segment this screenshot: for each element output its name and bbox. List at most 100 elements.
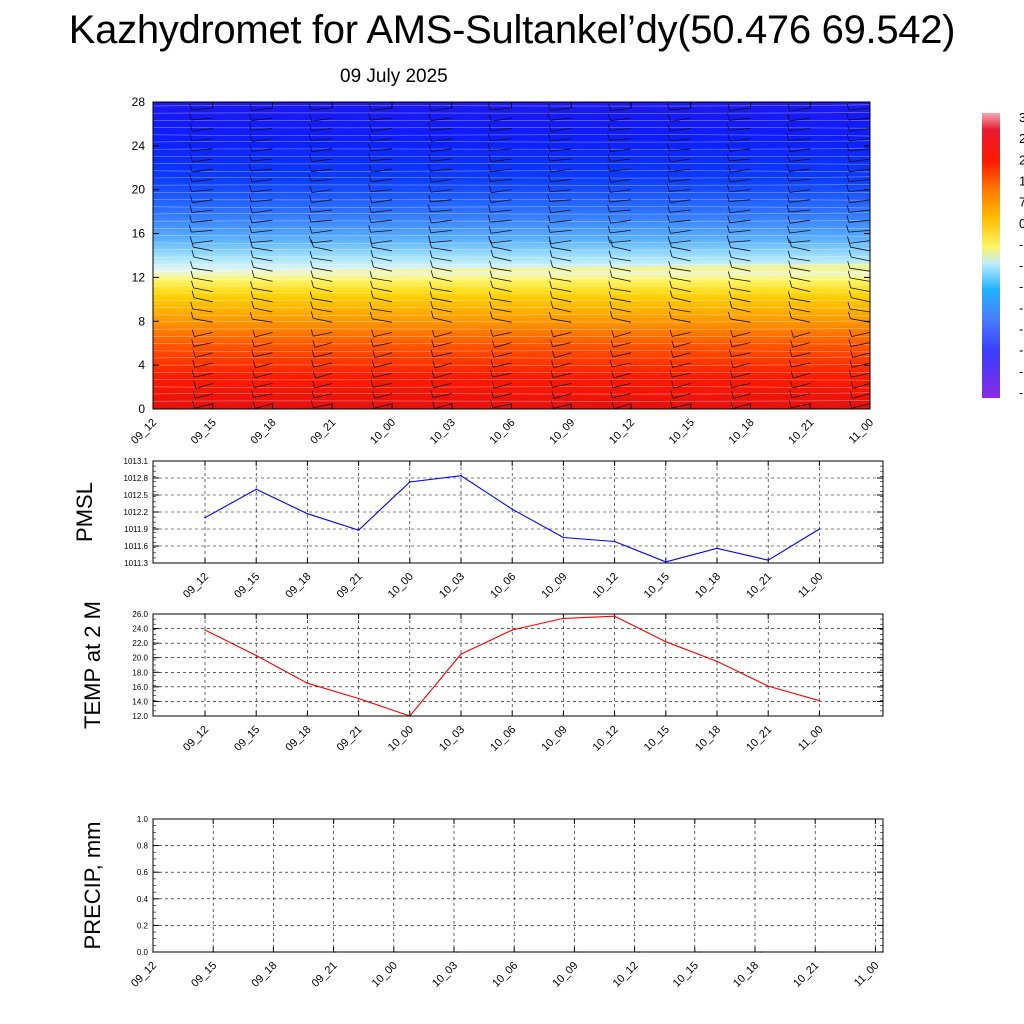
y-tick-label: 1013.1 bbox=[124, 457, 149, 466]
wind-barb bbox=[251, 107, 273, 112]
wind-barb-flag bbox=[191, 249, 195, 258]
wind-barb bbox=[153, 220, 154, 221]
wind-barb bbox=[732, 403, 751, 409]
wind-barb-flag bbox=[667, 154, 671, 162]
wind-barb-flag bbox=[368, 153, 371, 161]
wind-barb bbox=[851, 362, 870, 368]
wind-barb bbox=[550, 209, 572, 214]
wind-barb bbox=[849, 240, 870, 244]
x-tick-label: 10_03 bbox=[437, 571, 467, 601]
wind-barb-flag bbox=[786, 164, 790, 172]
data-point bbox=[767, 685, 769, 687]
colorbar-label: 1 bbox=[1019, 173, 1024, 188]
wind-barb-flag bbox=[727, 144, 730, 152]
wind-barb-flag bbox=[308, 123, 312, 131]
x-tick-label: 09_21 bbox=[335, 724, 365, 754]
wind-barb-flag bbox=[250, 250, 254, 258]
wind-barb bbox=[851, 256, 870, 262]
x-tick-label: 10_18 bbox=[727, 417, 757, 447]
wind-barb-flag bbox=[608, 250, 612, 258]
wind-barb bbox=[310, 179, 333, 182]
wind-barb-flag bbox=[248, 123, 252, 131]
wind-barb-flag bbox=[550, 300, 554, 308]
wind-barb bbox=[670, 240, 691, 244]
wind-barb bbox=[729, 138, 751, 142]
wind-barb-flag bbox=[547, 184, 551, 192]
wind-barb bbox=[430, 128, 452, 131]
wind-barb-flag bbox=[787, 154, 790, 162]
wind-barb bbox=[729, 158, 751, 162]
wind-barb bbox=[549, 117, 572, 121]
wind-barb bbox=[313, 362, 333, 368]
x-tick-label: 09_18 bbox=[249, 960, 279, 990]
colorbar-label: 7 bbox=[1019, 195, 1024, 210]
wind-barb-flag bbox=[191, 280, 194, 288]
wind-barb-flag bbox=[848, 370, 852, 378]
wind-barb bbox=[549, 199, 572, 202]
wind-barb bbox=[790, 307, 811, 313]
wind-barb-flag bbox=[607, 133, 610, 141]
wind-barb-flag bbox=[847, 301, 851, 309]
wind-barb bbox=[612, 383, 632, 389]
wind-barb-flag bbox=[490, 360, 494, 368]
wind-barb-flag bbox=[487, 214, 491, 223]
wind-barb-flag bbox=[428, 235, 431, 243]
wind-barb-flag bbox=[727, 271, 731, 279]
wind-barb-flag bbox=[189, 124, 193, 132]
wind-barb-flag bbox=[310, 270, 314, 278]
wind-barb-flag bbox=[131, 261, 133, 268]
wind-barb-flag bbox=[310, 311, 314, 319]
wind-barb bbox=[729, 179, 751, 183]
wind-barb-flag bbox=[787, 185, 791, 193]
wind-barb bbox=[371, 168, 393, 173]
wind-barb bbox=[252, 287, 273, 292]
wind-barb-flag bbox=[846, 143, 850, 151]
wind-barb bbox=[729, 219, 751, 224]
wind-barb bbox=[789, 199, 811, 203]
wind-barb bbox=[314, 383, 333, 389]
wind-barb bbox=[251, 168, 273, 172]
wind-barb-flag bbox=[431, 370, 435, 378]
wind-barb bbox=[191, 138, 213, 142]
wind-barb-flag bbox=[188, 112, 192, 121]
wind-barb bbox=[192, 168, 213, 173]
y-tick-label: 0.2 bbox=[137, 921, 149, 930]
wind-barb bbox=[852, 393, 870, 399]
y-tick-label: 16.0 bbox=[132, 683, 148, 692]
wind-barb-flag bbox=[248, 154, 252, 162]
wind-barb-flag bbox=[726, 194, 730, 202]
wind-barb bbox=[431, 219, 452, 224]
wind-barb bbox=[490, 128, 512, 132]
colorbar-label: 3 bbox=[1019, 110, 1024, 125]
wind-barb-flag bbox=[847, 261, 851, 269]
wind-barb-flag bbox=[610, 340, 614, 348]
wind-barb-flag bbox=[669, 239, 672, 248]
y-tick-label: 26.0 bbox=[132, 610, 148, 619]
wind-barb-flag bbox=[133, 391, 135, 398]
wind-barb-flag bbox=[548, 311, 552, 320]
wind-barb-flag bbox=[608, 215, 611, 224]
wind-barb-flag bbox=[431, 339, 435, 348]
plot-area bbox=[153, 819, 883, 952]
wind-barb bbox=[371, 138, 393, 142]
wind-barb bbox=[789, 219, 811, 224]
wind-barb bbox=[430, 168, 452, 172]
wind-barb bbox=[848, 179, 870, 183]
wind-barb bbox=[550, 138, 572, 142]
wind-barb-flag bbox=[490, 369, 493, 378]
wind-barb bbox=[849, 168, 870, 173]
wind-barb-flag bbox=[551, 391, 555, 399]
x-tick-label: 10_21 bbox=[791, 960, 821, 990]
wind-barb-flag bbox=[428, 113, 432, 121]
wind-barb-flag bbox=[190, 154, 193, 163]
y-tick-label: 0 bbox=[138, 402, 145, 416]
wind-barb bbox=[849, 128, 870, 132]
wind-barb bbox=[851, 372, 870, 378]
wind-barb bbox=[191, 209, 213, 213]
wind-barb bbox=[370, 230, 393, 233]
wind-barb bbox=[315, 372, 333, 379]
wind-barb bbox=[153, 332, 154, 333]
page-title: Kazhydromet for AMS-Sultankel’dy(50.476 … bbox=[68, 8, 956, 52]
wind-barb-flag bbox=[488, 291, 492, 299]
wind-barb-flag bbox=[249, 103, 253, 111]
